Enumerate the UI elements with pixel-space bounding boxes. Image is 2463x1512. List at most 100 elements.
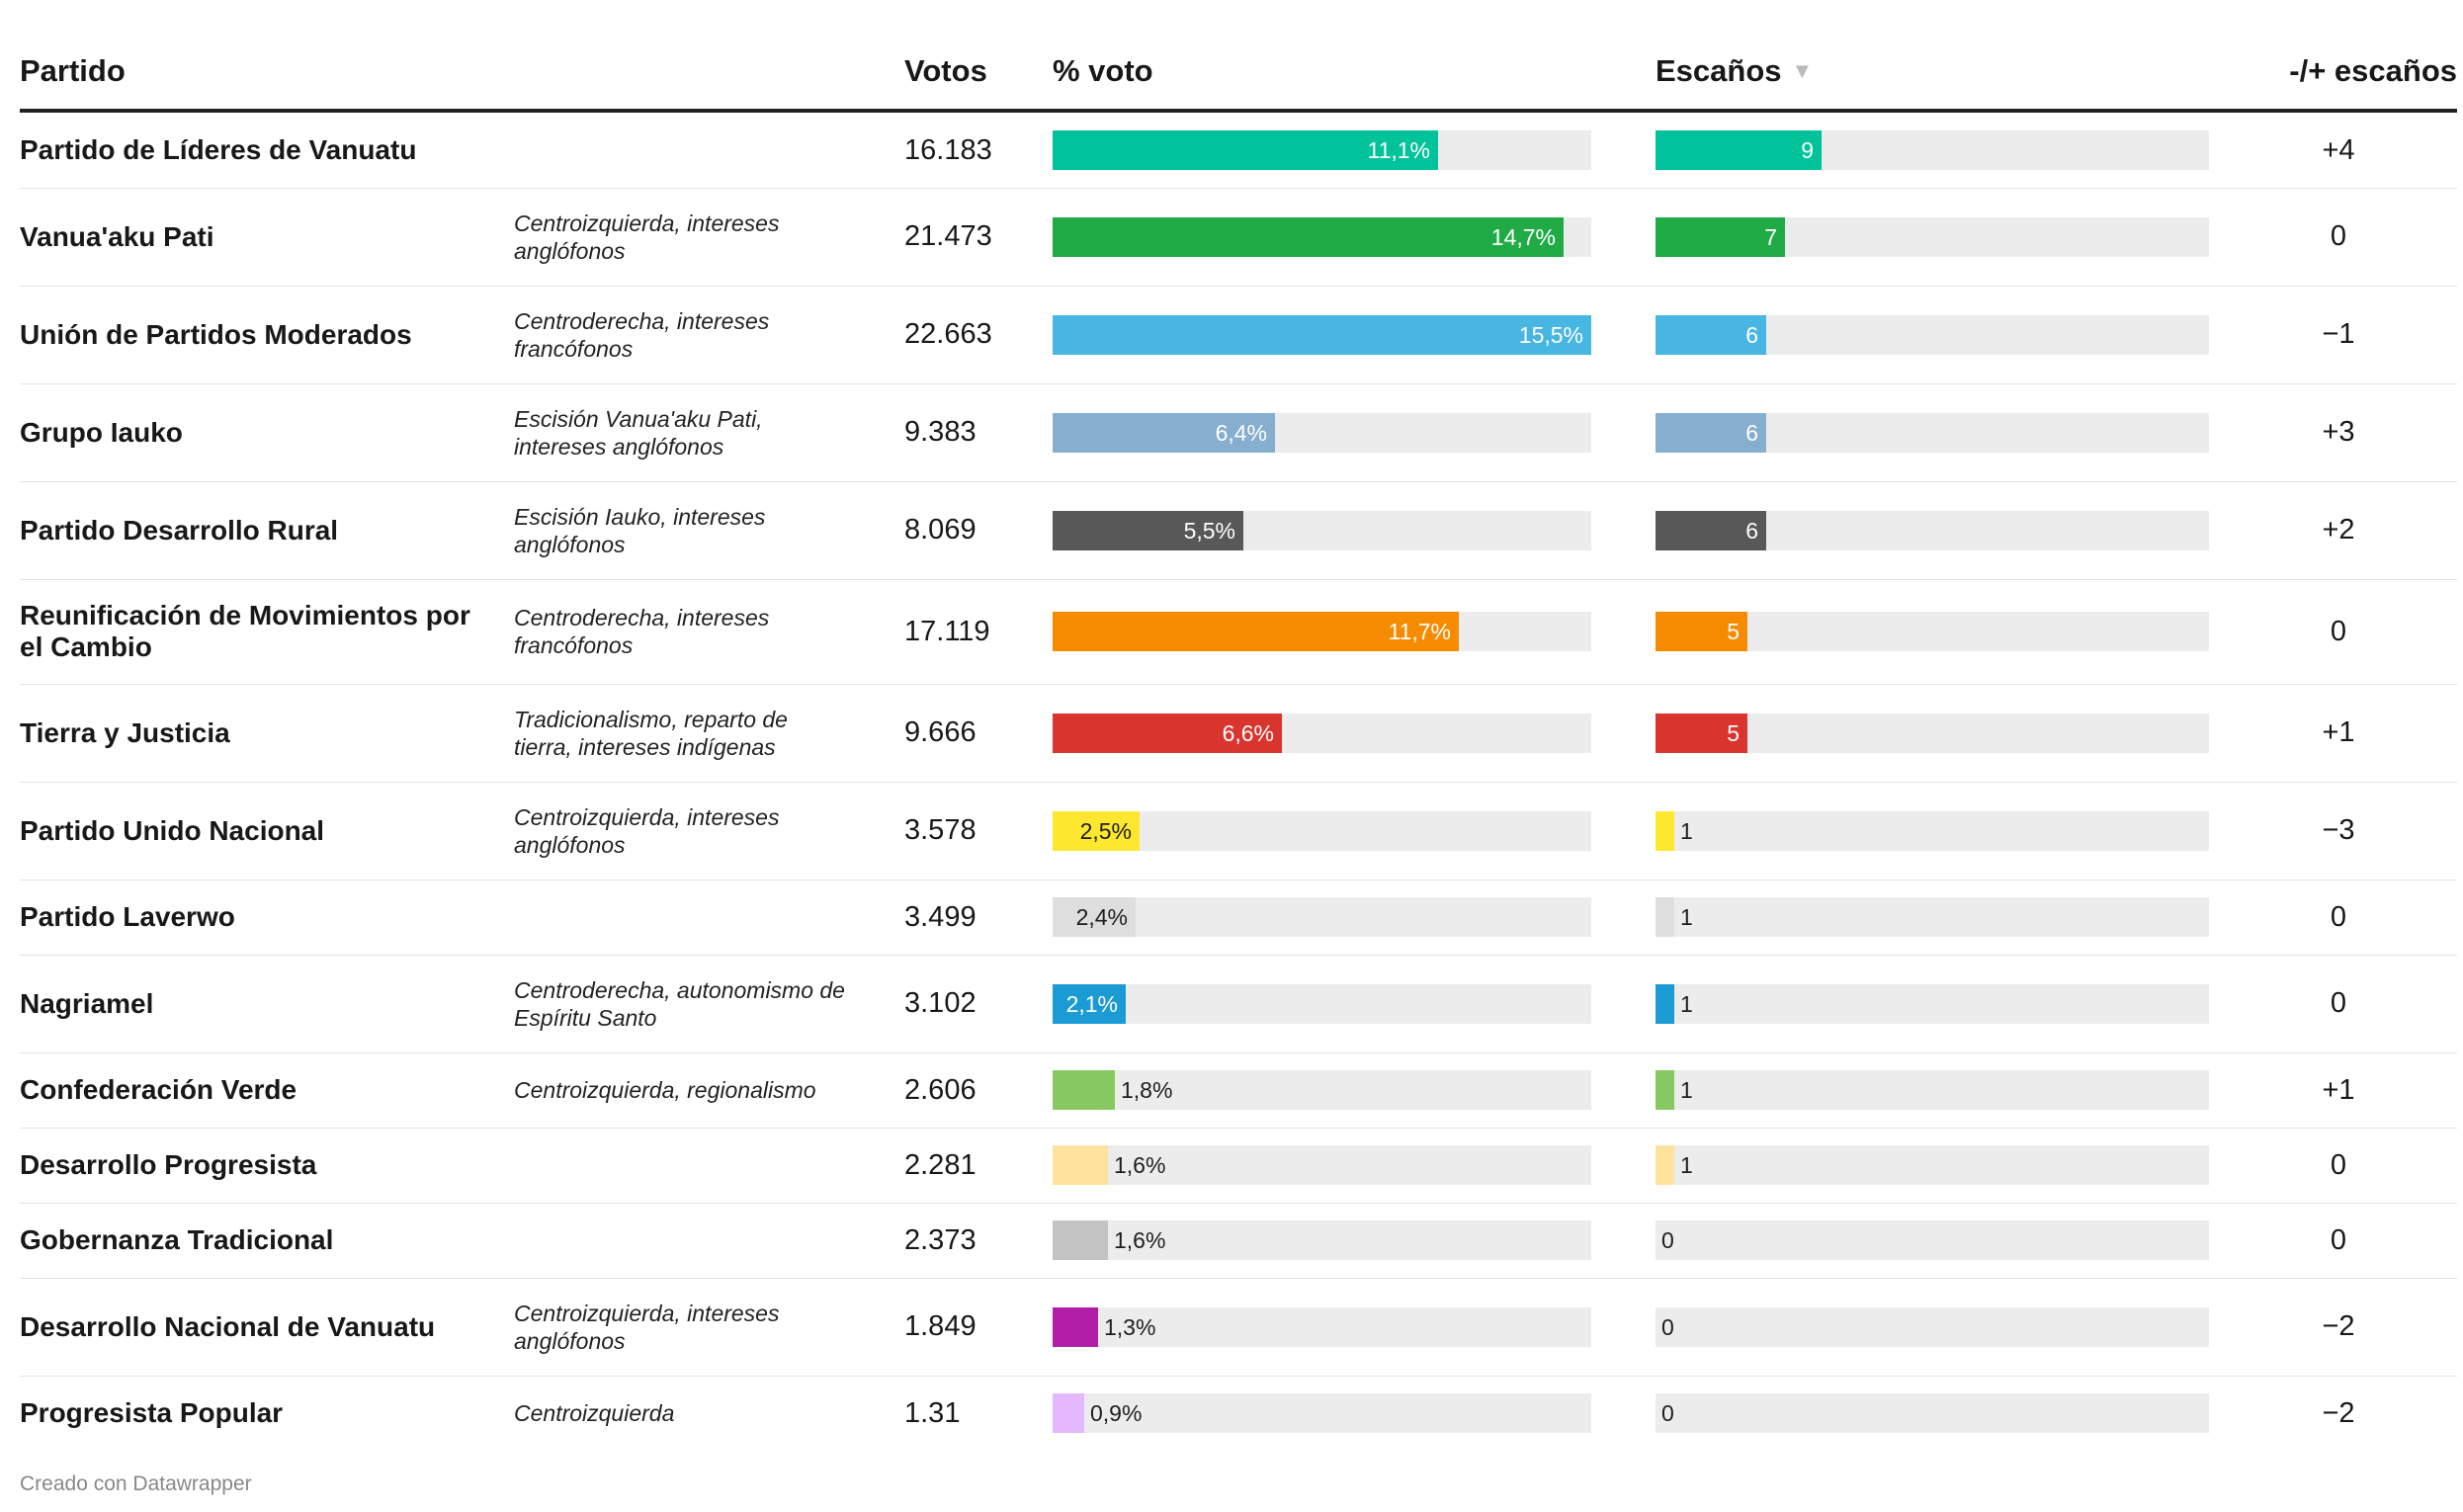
- pct-label: 11,1%: [1367, 137, 1430, 163]
- party-name: Partido de Líderes de Vanuatu: [20, 134, 417, 165]
- votes-value: 1.849: [904, 1310, 977, 1342]
- seat-change-value: −2: [2322, 1396, 2355, 1429]
- table-row: Desarrollo Progresista 2.281 0 1,6% 1: [20, 1128, 2457, 1204]
- seat-change-value: 0: [2330, 220, 2347, 252]
- pct-bar-track: 11,1%: [1053, 130, 1591, 170]
- seat-change-value: −2: [2322, 1310, 2355, 1342]
- pct-bar: [1053, 983, 1126, 1024]
- header-votes[interactable]: Votos: [904, 53, 987, 88]
- pct-bar-track: 2,1%: [1053, 983, 1591, 1024]
- pct-bar-track: 11,7%: [1053, 612, 1591, 651]
- seats-bar-track: 7: [1656, 216, 2209, 257]
- seats-label: 5: [1727, 719, 1740, 746]
- votes-value: 16.183: [904, 133, 992, 166]
- seats-label: 9: [1801, 137, 1814, 163]
- pct-bar: [1053, 1393, 1084, 1433]
- seats-label: 6: [1745, 419, 1758, 446]
- seat-change-value: −1: [2322, 318, 2355, 350]
- pct-label: 5,5%: [1183, 517, 1235, 544]
- votes-value: 9.666: [904, 716, 977, 748]
- pct-label: 2,1%: [1065, 990, 1118, 1017]
- seats-label: 0: [1661, 1227, 1674, 1253]
- table-row: Partido de Líderes de Vanuatu 16.183 +4 11,…: [20, 113, 2457, 189]
- seat-change-value: +4: [2322, 133, 2355, 166]
- seats-bar: [1656, 612, 1747, 651]
- header-change[interactable]: -/+ escaños: [2289, 53, 2457, 88]
- seats-label: 1: [1680, 1152, 1693, 1178]
- pct-label: 6,6%: [1222, 719, 1274, 746]
- seats-label: 5: [1727, 619, 1740, 644]
- seats-bar-track: 9: [1656, 130, 2209, 170]
- seat-change-value: +2: [2322, 514, 2355, 546]
- seats-bar-track: 6: [1656, 412, 2209, 453]
- seats-label: 7: [1764, 223, 1777, 250]
- pct-bar: [1053, 1220, 1108, 1260]
- party-name: Nagriamel: [20, 987, 154, 1019]
- votes-value: 2.606: [904, 1073, 977, 1106]
- pct-label: 2,4%: [1075, 904, 1128, 930]
- seats-label: 1: [1680, 817, 1693, 844]
- seats-bar-track: 6: [1656, 510, 2209, 550]
- table-row: Gobernanza Tradicional 2.373 0 1,6% 0: [20, 1203, 2457, 1279]
- seat-change-value: 0: [2330, 987, 2347, 1019]
- header-party[interactable]: Partido: [20, 53, 126, 88]
- pct-label: 1,3%: [1104, 1313, 1156, 1340]
- seat-change-value: +1: [2322, 1073, 2355, 1106]
- seats-label: 1: [1680, 1077, 1693, 1103]
- pct-bar-track: 5,5%: [1053, 510, 1591, 550]
- table-row: Reunificación de Movimientos por el Camb…: [20, 579, 2457, 685]
- footer-credit[interactable]: Creado con Datawrapper: [20, 1472, 252, 1495]
- seats-bar: [1656, 216, 1785, 257]
- pct-label: 11,7%: [1388, 619, 1451, 644]
- pct-bar: [1053, 130, 1438, 170]
- seats-bar: [1656, 510, 1766, 550]
- table-header: Partido Votos % voto Escaños ▼ -/+ escaño…: [20, 42, 2457, 113]
- pct-bar-track: 1,8%: [1053, 1070, 1591, 1110]
- pct-label: 14,7%: [1490, 223, 1556, 250]
- votes-value: 21.473: [904, 220, 992, 252]
- votes-value: 8.069: [904, 514, 977, 546]
- party-name: Partido Unido Nacional: [20, 814, 325, 846]
- party-name: Partido Laverwo: [20, 901, 235, 932]
- seats-label: 6: [1745, 321, 1758, 348]
- party-description: Escisión Iauko, intereses anglófonos: [514, 503, 766, 557]
- table-row: Vanua'aku Pati Centroizquierda, intereses…: [20, 188, 2457, 287]
- pct-bar: [1053, 314, 1591, 355]
- pct-bar: [1053, 510, 1243, 550]
- pct-bar-track: 1,6%: [1053, 1220, 1591, 1260]
- pct-bar-track: 1,6%: [1053, 1145, 1591, 1185]
- pct-bar-track: 14,7%: [1053, 216, 1591, 257]
- pct-bar: [1053, 612, 1459, 651]
- seats-bar-track: 0: [1656, 1306, 2209, 1347]
- seats-bar-track: 0: [1656, 1220, 2209, 1260]
- votes-value: 1.31: [904, 1396, 961, 1429]
- table-row: Confederación Verde Centroizquierda, regi…: [20, 1052, 2457, 1129]
- votes-value: 3.102: [904, 987, 977, 1019]
- pct-label: 6,4%: [1215, 419, 1267, 446]
- sort-descending-icon[interactable]: ▼: [1791, 58, 1814, 83]
- party-description: Centroizquierda, intereses anglófonos: [514, 210, 780, 264]
- seats-bar: [1656, 983, 1674, 1024]
- pct-bar: [1053, 1070, 1115, 1110]
- seat-change-value: +3: [2322, 416, 2355, 448]
- seats-bar-track: 1: [1656, 983, 2209, 1024]
- pct-bar-track: 1,3%: [1053, 1306, 1591, 1347]
- party-name: Tierra y Justicia: [20, 716, 230, 748]
- seats-label: 0: [1661, 1400, 1674, 1426]
- pct-bar: [1053, 216, 1564, 257]
- party-name: Gobernanza Tradicional: [20, 1224, 334, 1255]
- seat-change-value: 0: [2330, 615, 2347, 647]
- party-name: Vanua'aku Pati: [20, 220, 214, 252]
- seat-change-value: 0: [2330, 1148, 2347, 1181]
- header-seats[interactable]: Escaños ▼: [1656, 53, 1813, 89]
- votes-value: 3.499: [904, 900, 977, 933]
- pct-label: 1,8%: [1121, 1077, 1173, 1103]
- seat-change-value: −3: [2322, 814, 2355, 846]
- seats-label: 6: [1745, 517, 1758, 544]
- header-pct[interactable]: % voto: [1053, 53, 1153, 88]
- table-row: Progresista Popular Centroizquierda 1.31 −2…: [20, 1376, 2457, 1451]
- votes-value: 9.383: [904, 416, 977, 448]
- votes-value: 17.119: [904, 615, 990, 647]
- pct-label: 1,6%: [1114, 1227, 1166, 1253]
- party-name: Partido Desarrollo Rural: [20, 514, 339, 546]
